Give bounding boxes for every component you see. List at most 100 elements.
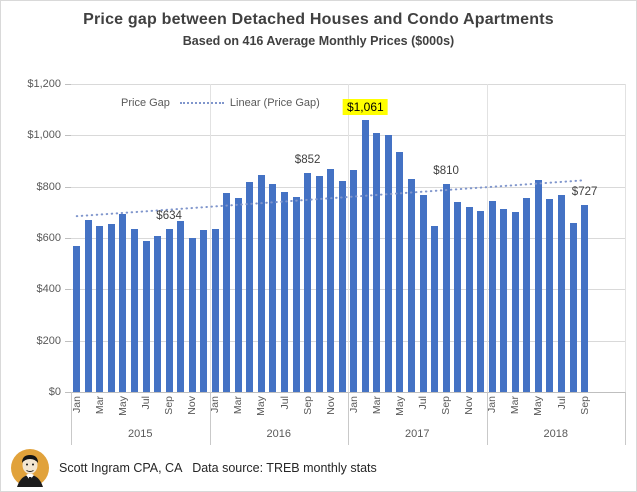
bar (142, 240, 150, 392)
bar (246, 181, 254, 392)
x-tick-label: Sep (301, 396, 314, 415)
bar (350, 169, 358, 392)
bar (546, 199, 554, 392)
bar (269, 183, 277, 392)
bar (281, 192, 289, 392)
x-tick-label: May (393, 396, 406, 416)
x-tick-label: Sep (440, 396, 453, 415)
bar (488, 201, 496, 392)
bar (223, 193, 231, 392)
bar (96, 226, 104, 392)
x-tick-label: Mar (232, 396, 245, 415)
y-tick-label: $200 (36, 334, 61, 347)
legend: Price Gap Linear (Price Gap) (89, 97, 320, 109)
x-tick-label: Jul (140, 396, 153, 410)
y-tick-label: $600 (36, 232, 61, 244)
bar (154, 235, 162, 392)
y-tick-mark (65, 186, 71, 188)
bar (327, 169, 335, 392)
x-tick-label: May (116, 396, 129, 416)
x-tick-label: Jan (347, 396, 360, 413)
data-label: $852 (294, 154, 321, 167)
y-tick-mark (65, 135, 71, 137)
y-tick-mark (65, 392, 71, 393)
bar (558, 194, 566, 392)
year-separator (348, 392, 349, 445)
year-gridline (625, 84, 626, 392)
bar (292, 196, 300, 392)
bar (419, 195, 427, 392)
year-gridline (209, 84, 211, 392)
trendline (75, 179, 586, 218)
bar (477, 210, 485, 392)
bar (465, 207, 473, 392)
footer-text: Scott Ingram CPA, CA Data source: TREB m… (59, 461, 377, 475)
bar (361, 119, 369, 392)
footer: Scott Ingram CPA, CA Data source: TREB m… (11, 449, 377, 487)
bar (581, 205, 589, 392)
x-tick-label: Mar (370, 396, 383, 415)
legend-label-price-gap: Price Gap (121, 97, 170, 109)
year-gridline (348, 84, 349, 392)
year-separator (625, 392, 626, 445)
x-tick-label: May (532, 396, 545, 416)
data-label: $1,061 (342, 98, 388, 115)
year-label: 2016 (266, 428, 291, 440)
x-tick-label: Jan (486, 396, 499, 413)
bar (234, 198, 242, 392)
data-label: $727 (571, 186, 598, 199)
year-separator (209, 392, 211, 445)
bar (534, 179, 542, 392)
bar (373, 133, 381, 392)
x-tick-label: Mar (93, 396, 106, 415)
x-tick-label: Jul (417, 396, 430, 410)
year-label: 2017 (405, 428, 430, 440)
bar (569, 223, 577, 392)
bar (200, 229, 208, 392)
x-tick-label: Sep (163, 396, 176, 415)
bar (304, 173, 312, 392)
bar (177, 221, 185, 392)
year-separator (71, 392, 72, 445)
bar (315, 175, 323, 392)
y-tick-label: $1,000 (27, 129, 61, 142)
bar (407, 178, 415, 392)
x-tick-label: Sep (578, 396, 591, 415)
bar (442, 184, 450, 392)
footer-credit: Scott Ingram CPA, CA (59, 461, 182, 475)
bar (500, 208, 508, 392)
data-label: $634 (156, 210, 182, 223)
x-tick-label: Nov (463, 396, 476, 415)
bar (338, 180, 346, 392)
y-tick-label: $0 (48, 386, 61, 398)
bar (188, 238, 196, 392)
y-tick-mark (65, 84, 71, 85)
scott-ingram-portrait-logo (11, 449, 49, 487)
bar (454, 202, 462, 392)
y-tick-label: $800 (36, 180, 61, 193)
x-tick-label: Nov (324, 396, 337, 415)
data-label: $810 (433, 165, 459, 178)
footer-source: Data source: TREB monthly stats (192, 461, 377, 475)
x-tick-label: Nov (186, 396, 199, 415)
year-label: 2015 (128, 428, 153, 440)
y-tick-mark (65, 238, 71, 239)
y-tick-label: $400 (36, 283, 61, 296)
legend-item-price-gap: Price Gap (89, 97, 170, 109)
bar (165, 229, 173, 392)
x-tick-label: Jan (70, 396, 83, 413)
chart-title: Price gap between Detached Houses and Co… (83, 11, 554, 28)
bar (84, 220, 92, 392)
year-label: 2018 (543, 428, 568, 440)
bar (396, 152, 404, 392)
bar (107, 224, 115, 392)
bar (119, 213, 127, 392)
y-tick-label: $1,200 (27, 78, 61, 90)
plot-area: $634 $852 $1,061 $810 $727 (71, 84, 626, 392)
bar (523, 198, 531, 392)
y-tick-mark (65, 289, 71, 291)
x-tick-label: May (255, 396, 268, 416)
bar (384, 134, 392, 392)
x-tick-label: Mar (509, 396, 522, 415)
